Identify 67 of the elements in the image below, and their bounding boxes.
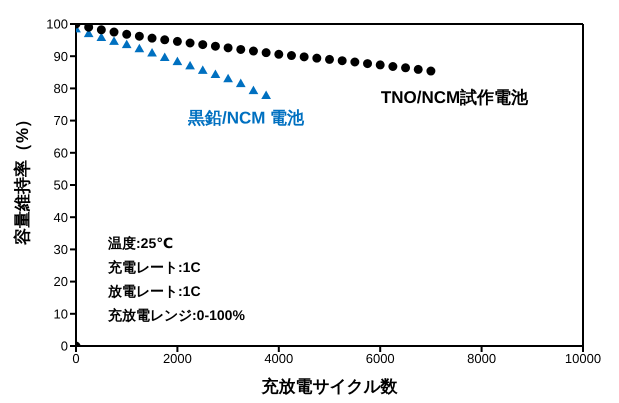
y-tick-label: 20 [54,274,68,290]
y-axis-title: 容量維持率（%） [13,110,32,246]
point [96,25,106,34]
y-tick-label: 10 [54,306,68,322]
point [325,54,334,64]
point [224,74,233,82]
point [110,36,119,45]
point [401,63,410,72]
point [262,48,271,58]
series-label: 黒鉛/NCM 電池 [187,108,306,128]
point [148,48,157,56]
point [350,57,360,66]
point [134,44,144,52]
point [160,35,170,44]
y-tick-label: 30 [54,242,68,258]
point [172,36,182,46]
point [148,34,157,43]
y-tick-label: 40 [54,210,68,225]
point [110,28,119,37]
x-tick-label: 4000 [264,351,294,366]
y-tick-label: 50 [54,178,68,193]
y-tick-label: 0 [60,338,68,354]
x-tick-label: 6000 [366,351,395,366]
annotation: 充放電レンジ:0-100% [107,307,246,323]
point [388,62,398,72]
point [198,40,208,50]
point [300,52,309,62]
point [286,51,296,60]
point [426,66,436,76]
point [376,60,385,70]
point [338,56,347,66]
point [414,64,423,74]
point [160,52,170,61]
annotation: 充電レート:1C [107,259,201,275]
y-tick-label: 80 [54,81,68,96]
annotation: 温度:25℃ [107,235,174,251]
point [198,66,208,74]
point [186,61,195,70]
y-tick-label: 60 [54,145,68,160]
point [122,30,132,39]
point [363,59,372,68]
point [122,40,132,48]
point [262,90,271,99]
point [248,86,258,94]
point [172,57,182,66]
point [210,42,220,51]
point [96,33,106,42]
x-tick-label: 8000 [467,351,496,366]
point [236,44,246,54]
point [210,70,220,78]
y-tick-label: 70 [54,113,68,128]
point [134,32,144,41]
point [312,54,322,63]
x-axis-title: 充放電サイクル数 [260,377,398,396]
point [224,43,233,52]
point [236,79,246,88]
y-tick-label: 100 [46,16,68,32]
point [84,24,94,32]
y-tick-label: 90 [54,48,68,64]
series-label: TNO/NCM試作電池 [380,88,530,108]
point [274,50,284,59]
x-tick-label: 2000 [162,351,192,366]
annotation: 放電レート:1C [107,283,201,299]
x-tick-label: 10000 [564,351,602,366]
point [186,38,195,48]
x-tick-label: 0 [72,351,80,366]
point [248,46,258,56]
